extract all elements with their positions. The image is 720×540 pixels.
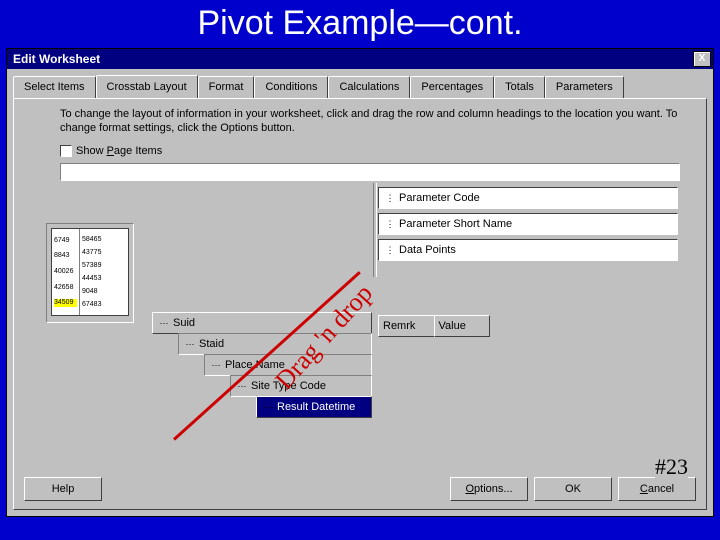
handle-icon: ⋮ [385, 245, 395, 256]
tab-calculations[interactable]: Calculations [328, 76, 410, 99]
col-heading-parameter-short-name[interactable]: ⋮ Parameter Short Name [378, 213, 678, 235]
edit-worksheet-dialog: Edit Worksheet X Select Items Crosstab L… [6, 48, 714, 517]
close-button[interactable]: X [693, 51, 711, 67]
tab-select-items[interactable]: Select Items [13, 76, 96, 99]
data-cell-value[interactable]: Value [434, 315, 491, 337]
row-heading-suid[interactable]: ⋯ Suid [152, 312, 372, 334]
titlebar: Edit Worksheet X [7, 49, 713, 69]
tab-totals[interactable]: Totals [494, 76, 545, 99]
row-heading-place-name[interactable]: ⋯ Place Name [204, 354, 372, 376]
tab-conditions[interactable]: Conditions [254, 76, 328, 99]
row-headings-shelf: ⋯ Suid ⋯ Staid ⋯ Place Name ⋯ Site Type … [152, 313, 372, 418]
preview-icon: 6749 8843 40026 42658 34509 58465 43775 … [46, 223, 134, 323]
tab-content: To change the layout of information in y… [13, 98, 707, 510]
help-button[interactable]: Help [24, 477, 102, 501]
tab-percentages[interactable]: Percentages [410, 76, 494, 99]
options-button[interactable]: Options... [450, 477, 528, 501]
layout-area: 6749 8843 40026 42658 34509 58465 43775 … [24, 183, 690, 493]
handle-icon: ⋯ [211, 360, 221, 371]
slide-title: Pivot Example—cont. [0, 0, 720, 48]
handle-icon: ⋯ [185, 339, 195, 350]
button-bar: Help Options... OK Cancel [14, 477, 706, 501]
data-cell-remrk[interactable]: Remrk [378, 315, 435, 337]
row-heading-staid[interactable]: ⋯ Staid [178, 333, 372, 355]
handle-icon: ⋯ [237, 381, 247, 392]
tab-strip: Select Items Crosstab Layout Format Cond… [13, 75, 707, 98]
tab-crosstab-layout[interactable]: Crosstab Layout [96, 75, 198, 98]
handle-icon: ⋮ [385, 219, 395, 230]
handle-icon: ⋮ [385, 193, 395, 204]
show-page-items-label: Show Page Items [76, 145, 162, 157]
ok-button[interactable]: OK [534, 477, 612, 501]
data-cells: Remrk Value [378, 315, 490, 337]
tab-format[interactable]: Format [198, 76, 255, 99]
handle-icon: ⋯ [263, 402, 273, 413]
col-heading-parameter-code[interactable]: ⋮ Parameter Code [378, 187, 678, 209]
handle-icon: ⋯ [159, 318, 169, 329]
instructions-text: To change the layout of information in y… [60, 107, 680, 135]
cancel-button[interactable]: Cancel [618, 477, 696, 501]
column-headings-shelf: ⋮ Parameter Code ⋮ Parameter Short Name … [378, 183, 678, 261]
col-heading-data-points[interactable]: ⋮ Data Points [378, 239, 678, 261]
tab-parameters[interactable]: Parameters [545, 76, 624, 99]
page-items-strip[interactable] [60, 163, 680, 181]
show-page-items-row: Show Page Items [60, 145, 696, 157]
slide-number: #23 [655, 454, 688, 480]
show-page-items-checkbox[interactable] [60, 145, 72, 157]
row-heading-site-type-code[interactable]: ⋯ Site Type Code [230, 375, 372, 397]
vertical-divider [373, 183, 377, 277]
titlebar-text: Edit Worksheet [13, 52, 100, 66]
row-heading-result-datetime[interactable]: ⋯ Result Datetime [256, 396, 372, 418]
